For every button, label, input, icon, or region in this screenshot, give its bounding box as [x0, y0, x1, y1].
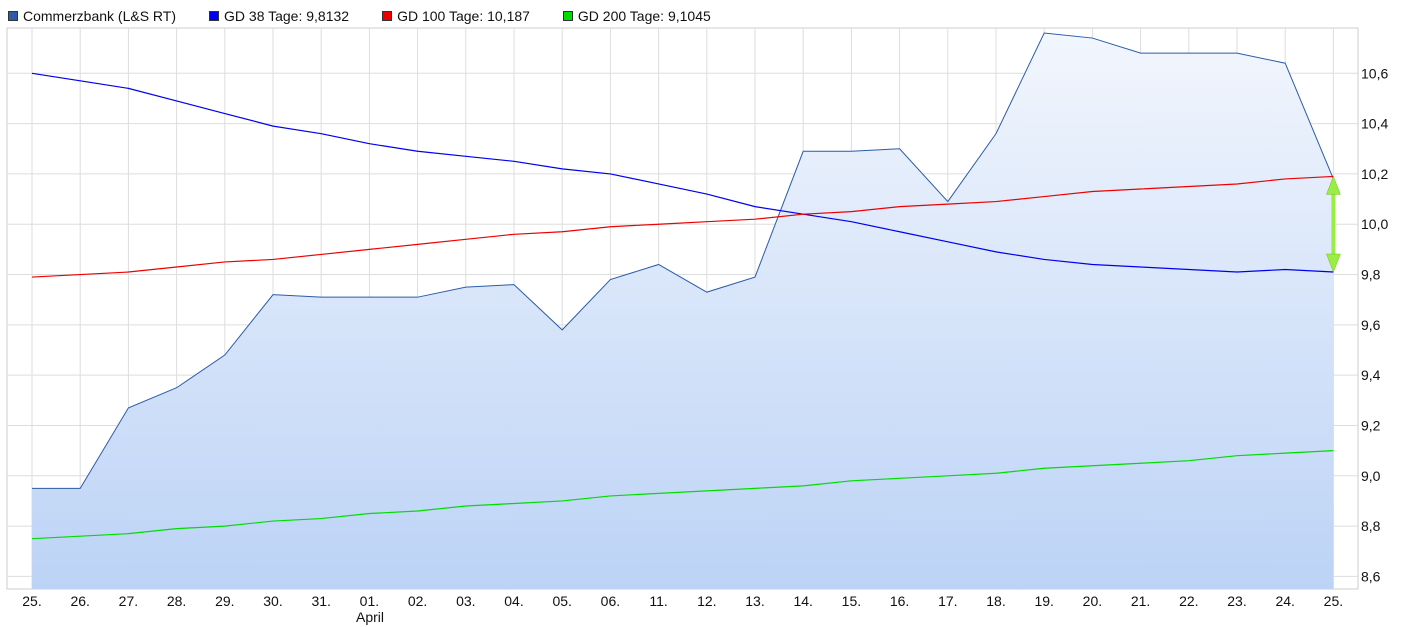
y-tick-label: 10,0: [1361, 216, 1388, 232]
x-tick-label: 17.: [938, 593, 957, 609]
x-tick-label: 18.: [986, 593, 1005, 609]
arrow-head-up: [1326, 175, 1341, 195]
x-tick-label: 11.: [649, 593, 667, 609]
legend-label-gd100: GD 100 Tage: 10,187: [397, 8, 530, 24]
x-tick-label: 25.: [22, 593, 41, 609]
legend-label-gd200: GD 200 Tage: 9,1045: [577, 8, 711, 24]
x-tick-label: 12.: [697, 593, 716, 609]
price-area-fill: [32, 33, 1334, 590]
x-tick-label: 15.: [842, 593, 861, 609]
y-tick-label: 9,4: [1361, 367, 1381, 383]
series-line-1: [31, 72, 1334, 273]
x-tick-label: 24.: [1275, 593, 1294, 609]
y-tick-label: 10,4: [1361, 116, 1388, 132]
x-tick-label: 14.: [793, 593, 812, 609]
y-tick-label: 8,6: [1361, 568, 1381, 584]
x-tick-label: 20.: [1083, 593, 1102, 609]
y-tick-label: 9,8: [1361, 267, 1381, 283]
x-tick-label: 23.: [1227, 593, 1246, 609]
x-tick-label: 03.: [456, 593, 475, 609]
x-tick-label: 27.: [119, 593, 138, 609]
x-tick-label: 25.: [1324, 593, 1343, 609]
x-tick-label: 29.: [215, 593, 234, 609]
y-tick-label: 10,2: [1361, 166, 1388, 182]
difference-arrow: [1326, 175, 1341, 273]
series-lines: [31, 32, 1334, 540]
x-tick-label: 19.: [1034, 593, 1053, 609]
legend-item-gd200[interactable]: GD 200 Tage: 9,1045: [562, 8, 711, 24]
y-tick-label: 9,0: [1361, 468, 1381, 484]
month-label: April: [356, 609, 384, 625]
x-tick-label: 04.: [504, 593, 523, 609]
arrow-head-down: [1326, 253, 1341, 273]
x-tick-label: 16.: [890, 593, 909, 609]
x-tick-label: 05.: [552, 593, 571, 609]
y-axis-ticks: 8,6 8,8 9,0 9,2 9,4 9,6 9,8 10,0 10,2 10,4 10,6: [1361, 65, 1388, 584]
legend-swatch-commerzbank: [8, 11, 18, 21]
x-axis-ticks: 25. 26. 27. 28. 29. 30. 31. 01. 02. 03. 04. 05. 06. 1…: [22, 593, 1343, 609]
x-tick-label: 31.: [311, 593, 330, 609]
legend-swatch-gd100: [382, 11, 393, 21]
x-tick-label: 13.: [745, 593, 764, 609]
series-line-3: [31, 450, 1334, 540]
x-tick-label: 02.: [408, 593, 427, 609]
legend-label-commerzbank: Commerzbank (L&S RT): [23, 8, 177, 24]
legend-label-gd38: GD 38 Tage: 9,8132: [224, 8, 350, 24]
x-tick-label: 06.: [601, 593, 620, 609]
x-tick-label: 22.: [1179, 593, 1198, 609]
chart-legend: Commerzbank (L&S RT) GD 38 Tage: 9,8132 …: [8, 6, 744, 26]
legend-item-gd100[interactable]: GD 100 Tage: 10,187: [382, 8, 530, 24]
y-tick-label: 9,2: [1361, 417, 1381, 433]
y-tick-label: 10,6: [1361, 65, 1388, 81]
series-line-2: [31, 175, 1334, 278]
x-tick-label: 01.: [360, 593, 379, 609]
legend-swatch-gd200: [562, 11, 573, 21]
x-tick-label: 21.: [1131, 593, 1150, 609]
x-tick-label: 26.: [70, 593, 89, 609]
legend-item-gd38[interactable]: GD 38 Tage: 9,8132: [209, 8, 349, 24]
legend-item-commerzbank[interactable]: Commerzbank (L&S RT): [8, 8, 176, 24]
series-line-0: [32, 32, 1334, 489]
x-tick-label: 30.: [263, 593, 282, 609]
legend-swatch-gd38: [209, 11, 220, 21]
y-tick-label: 9,6: [1361, 317, 1381, 333]
y-tick-label: 8,8: [1361, 518, 1381, 534]
x-tick-label: 28.: [167, 593, 186, 609]
